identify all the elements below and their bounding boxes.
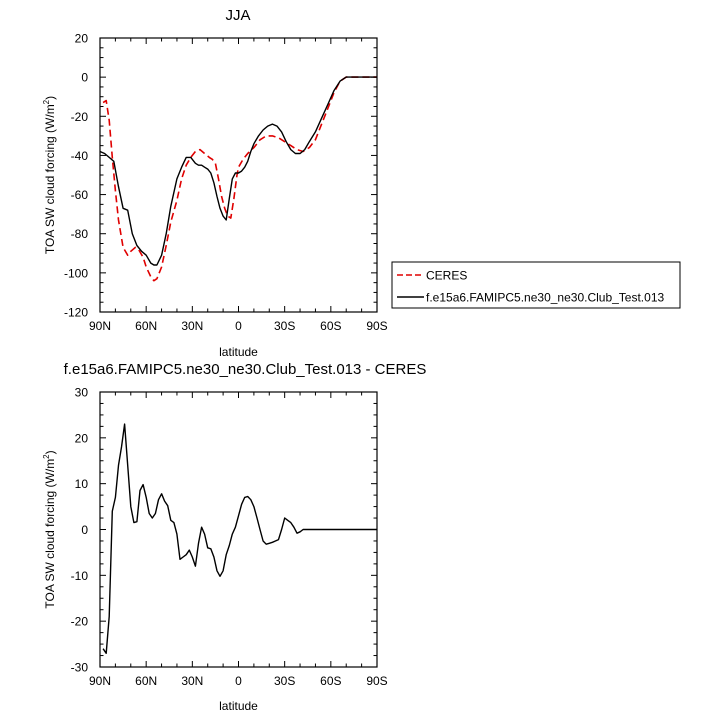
y-tick-label: -60 xyxy=(71,188,89,202)
y-tick-label: 0 xyxy=(81,71,88,85)
y-tick-label: -40 xyxy=(71,149,89,163)
plot-frame xyxy=(99,37,378,313)
y-tick-label: 30 xyxy=(75,386,89,400)
legend-label: CERES xyxy=(426,269,467,283)
series-group xyxy=(100,76,377,282)
legend-label: f.e15a6.FAMIPC5.ne30_ne30.Club_Test.013 xyxy=(426,291,664,305)
y-axis-label-superscript: 2 xyxy=(42,454,51,459)
x-tick-label: 0 xyxy=(235,319,242,333)
series-group xyxy=(102,423,377,654)
x-tick-label: 90S xyxy=(366,319,387,333)
y-tick-label: -30 xyxy=(71,661,89,675)
y-tick-label: 0 xyxy=(81,523,88,537)
y-tick-label: -80 xyxy=(71,227,89,241)
y-tick-label: 10 xyxy=(75,477,89,491)
series-line-difference xyxy=(102,423,377,654)
chart-title: f.e15a6.FAMIPC5.ne30_ne30.Club_Test.013 … xyxy=(64,361,427,378)
y-axis-label-text: TOA SW cloud forcing (W/m xyxy=(43,104,57,254)
series-line-f xyxy=(100,76,377,266)
x-tick-label: 30N xyxy=(181,319,203,333)
y-tick-label: -20 xyxy=(71,110,89,124)
y-tick-label: 20 xyxy=(75,431,89,445)
y-axis-label-superscript: 2 xyxy=(42,99,51,104)
y-tick-label: -120 xyxy=(64,306,88,320)
x-tick-label: 30S xyxy=(274,319,295,333)
chart-panel-2: f.e15a6.FAMIPC5.ne30_ne30.Club_Test.013 … xyxy=(42,361,426,713)
chart-title: JJA xyxy=(225,7,250,24)
x-axis-label: latitude xyxy=(219,699,258,713)
x-tick-label: 60N xyxy=(135,319,157,333)
x-tick-label: 90N xyxy=(89,319,111,333)
x-tick-label: 30S xyxy=(274,674,295,688)
x-tick-label: 30N xyxy=(181,674,203,688)
x-tick-label: 60S xyxy=(320,674,341,688)
y-axis-label-tail: ) xyxy=(43,450,57,454)
y-tick-label: -10 xyxy=(71,569,89,583)
y-axis-label-text: TOA SW cloud forcing (W/m xyxy=(43,459,57,609)
x-tick-label: 90S xyxy=(366,674,387,688)
y-axis-label-tail: ) xyxy=(43,96,57,100)
y-tick-label: -20 xyxy=(71,615,89,629)
legend: CERES f.e15a6.FAMIPC5.ne30_ne30.Club_Test… xyxy=(391,261,681,309)
y-tick-label: -100 xyxy=(64,266,88,280)
y-tick-label: 20 xyxy=(75,32,89,46)
x-tick-label: 60N xyxy=(135,674,157,688)
x-tick-label: 60S xyxy=(320,319,341,333)
chart-panel-1: JJA 90N 60N 30N 0 30S 60S 90S 20 0 -20 -40 -60 -80 -10… xyxy=(42,7,681,359)
y-axis-label: TOA SW cloud forcing (W/m2) xyxy=(42,450,57,608)
series-line-ceres xyxy=(102,76,377,282)
x-tick-label: 90N xyxy=(89,674,111,688)
y-axis-label: TOA SW cloud forcing (W/m2) xyxy=(42,96,57,254)
legend-box xyxy=(391,261,681,309)
x-axis-label: latitude xyxy=(219,345,258,359)
x-tick-label: 0 xyxy=(235,674,242,688)
